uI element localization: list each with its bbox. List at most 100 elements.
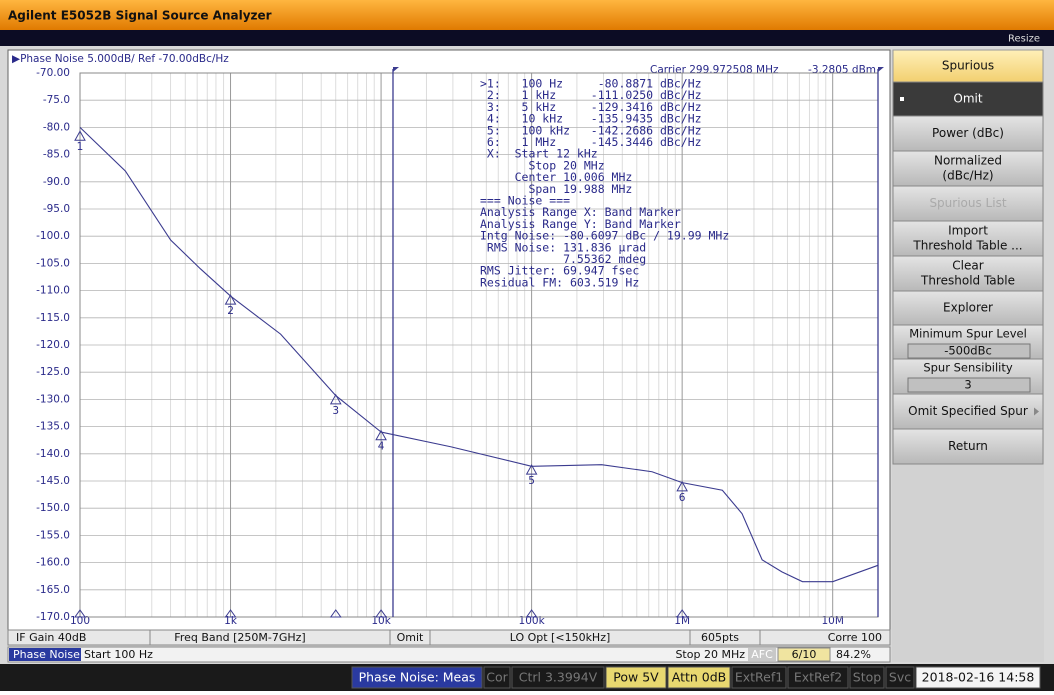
- bottom-cell: [915, 666, 1041, 689]
- menu-label[interactable]: Spurious List: [929, 196, 1006, 210]
- y-tick-label: -85.0: [43, 149, 70, 161]
- menu-label[interactable]: Import: [948, 224, 988, 238]
- y-tick-label: -105.0: [36, 257, 70, 269]
- bottom-cell: [511, 666, 605, 689]
- marker-table-line: Analysis Range X: Band Marker: [480, 205, 681, 219]
- menu-button[interactable]: [892, 393, 1044, 430]
- afc-box: [748, 648, 776, 661]
- marker-axis-flag: [74, 609, 86, 618]
- bottom-item: Attn 0dB: [672, 670, 727, 685]
- progress: 84.2%: [836, 648, 871, 661]
- marker: [375, 429, 387, 441]
- menu-field[interactable]: [907, 377, 1031, 393]
- carrier-frequency: Carrier 299.972508 MHz: [650, 64, 779, 76]
- bottom-item: Svc: [889, 670, 911, 685]
- selected-indicator: [900, 97, 904, 101]
- menu-label[interactable]: Clear: [952, 259, 983, 273]
- trace-header: ▶Phase Noise 5.000dB/ Ref -70.00dBc/Hz: [12, 53, 229, 65]
- y-tick-label: -95.0: [43, 203, 70, 215]
- y-tick-label: -90.0: [43, 176, 70, 188]
- menu-button[interactable]: [892, 185, 1044, 222]
- y-tick-label: -155.0: [36, 529, 70, 541]
- menu-label[interactable]: Threshold Table ...: [912, 239, 1022, 253]
- marker-table-line: === Noise ===: [480, 194, 570, 208]
- marker-label: 1: [77, 141, 84, 153]
- marker-table-line: Residual FM: 603.519 Hz: [480, 275, 639, 289]
- y-tick-label: -100.0: [36, 230, 70, 242]
- y-tick-label: -135.0: [36, 421, 70, 433]
- status-item: Omit: [397, 631, 424, 644]
- marker-axis-flag: [224, 609, 237, 618]
- average-box: [777, 647, 831, 662]
- bottom-cell: [605, 666, 667, 689]
- menu-label[interactable]: Threshold Table: [920, 274, 1015, 288]
- menu-label[interactable]: Minimum Spur Level: [909, 327, 1027, 341]
- menu-value[interactable]: -500dBc: [944, 344, 992, 358]
- y-tick-label: -75.0: [43, 94, 70, 106]
- marker: [525, 464, 538, 475]
- bottom-item: ExtRef2: [794, 670, 842, 685]
- y-tick-label: -115.0: [36, 312, 70, 324]
- y-tick-label: -70.00: [36, 67, 70, 79]
- menu-field[interactable]: [907, 343, 1031, 359]
- marker-table-line: 6: 1 MHz -145.3446 dBc/Hz: [480, 135, 702, 149]
- marker-table-line: 5: 100 kHz -142.2686 dBc/Hz: [480, 123, 702, 137]
- marker: [329, 393, 342, 405]
- measurement-name: Phase Noise: [13, 648, 80, 661]
- menu-label[interactable]: Spur Sensibility: [923, 361, 1013, 375]
- marker-label: 4: [378, 441, 385, 453]
- marker-table-line: Span 19.988 MHz: [480, 182, 632, 196]
- bottom-cell: [885, 666, 915, 689]
- title-bar: [0, 0, 1054, 30]
- bottom-item: 2018-02-16 14:58: [922, 670, 1035, 685]
- menu-button[interactable]: [892, 255, 1044, 292]
- status-item: 605pts: [701, 631, 739, 644]
- bottom-cell: [849, 666, 885, 689]
- marker-table-line: Analysis Range Y: Band Marker: [480, 217, 681, 231]
- menu-label[interactable]: Omit Specified Spur: [908, 404, 1028, 418]
- marker-table-line: RMS Jitter: 69.947 fsec: [480, 264, 639, 278]
- menu-label[interactable]: Explorer: [943, 301, 993, 315]
- marker-table-line: Intg Noise: -80.6097 dBc / 19.99 MHz: [480, 229, 729, 243]
- menu-button[interactable]: [892, 220, 1044, 257]
- afc: AFC: [751, 648, 773, 661]
- menu-label[interactable]: Return: [948, 439, 988, 453]
- marker: [224, 294, 237, 305]
- menu-header-label: Spurious: [942, 59, 994, 73]
- status-item: Freq Band [250M-7GHz]: [174, 631, 305, 644]
- marker-table-line: 2: 1 kHz -111.0250 dBc/Hz: [480, 88, 702, 102]
- stop-frequency: Stop 20 MHz: [675, 648, 745, 661]
- status-row: [7, 646, 891, 663]
- start-frequency: Start 100 Hz: [84, 648, 153, 661]
- marker-table-line: Stop 20 MHz: [480, 158, 605, 172]
- marker-axis-flag: [329, 609, 342, 618]
- menu-label[interactable]: Power (dBc): [932, 126, 1004, 140]
- menu-label[interactable]: Omit: [953, 92, 982, 106]
- y-tick-label: -110.0: [36, 285, 70, 297]
- bottom-cell: [787, 666, 849, 689]
- x-tick-label: 100: [70, 615, 90, 627]
- menu-label[interactable]: (dBc/Hz): [942, 169, 993, 183]
- menu-label[interactable]: Normalized: [934, 154, 1002, 168]
- marker: [74, 130, 86, 141]
- y-tick-label: -160.0: [36, 557, 70, 569]
- submenu-arrow: [1034, 407, 1039, 416]
- y-tick-label: -80.0: [43, 121, 70, 133]
- measurement-tab: [9, 648, 81, 661]
- menu-button[interactable]: [892, 428, 1044, 465]
- marker-label: 5: [528, 475, 535, 487]
- x-tick-label: 10k: [371, 615, 391, 627]
- resize-button[interactable]: Resize: [1008, 34, 1040, 45]
- x-tick-label: 10M: [821, 615, 843, 627]
- marker: [676, 480, 688, 492]
- marker-table-line: 3: 5 kHz -129.3416 dBc/Hz: [480, 100, 702, 114]
- marker-axis-flag: [375, 609, 388, 618]
- bottom-item: Cor: [486, 670, 508, 685]
- bottom-item: Ctrl 3.3994V: [519, 670, 598, 685]
- menu-value[interactable]: 3: [964, 378, 971, 392]
- y-tick-label: -170.0: [36, 611, 70, 623]
- marker-table-line: 7.55362 mdeg: [480, 252, 646, 266]
- marker-table-line: >1: 100 Hz -80.8871 dBc/Hz: [480, 77, 702, 91]
- marker-axis-flag: [676, 609, 689, 618]
- marker-label: 6: [679, 492, 686, 504]
